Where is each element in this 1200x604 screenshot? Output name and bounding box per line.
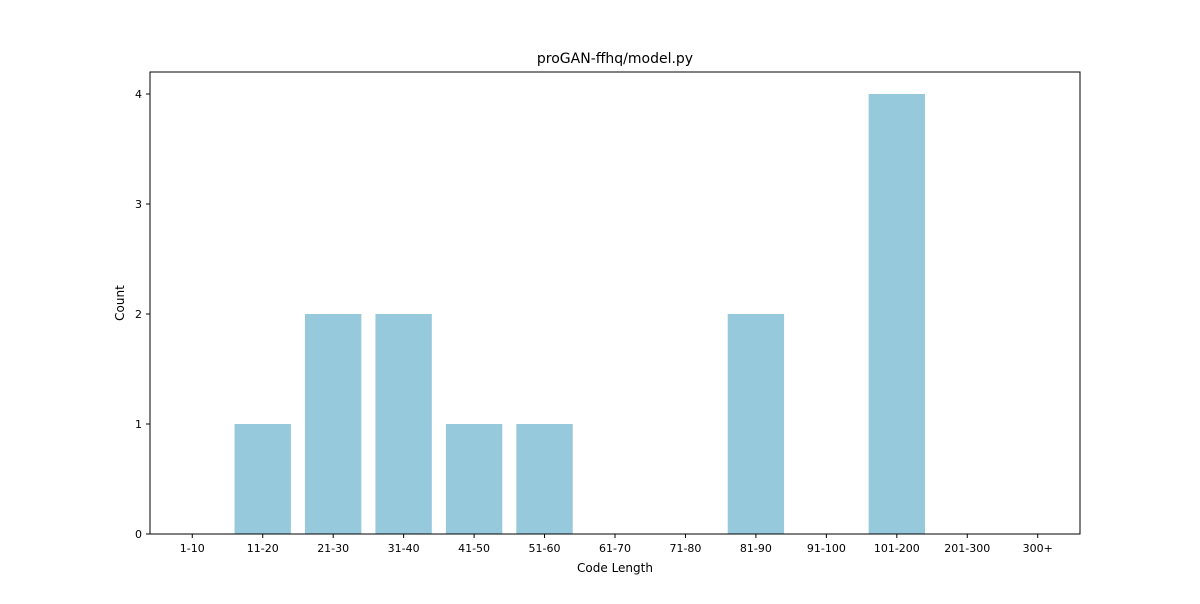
x-tick-label: 51-60 [529,542,561,555]
y-tick-label: 3 [135,198,142,211]
bar-81-90 [727,314,785,534]
plot-area-frame [149,71,1081,535]
x-tick-label: 91-100 [807,542,846,555]
bar-31-40 [375,314,432,534]
x-axis: 1-10 11-20 21-30 31-40 41-50 51-60 61-70 71-80 8… [180,534,1053,555]
x-axis-label: Code Length [577,561,653,575]
y-axis: 0 1 2 3 4 [135,88,150,541]
x-tick-label: 101-200 [874,542,920,555]
x-tick-label: 201-300 [944,542,990,555]
x-tick-label: 11-20 [247,542,279,555]
bar-41-50 [445,424,503,534]
bar-51-60 [516,424,573,534]
bar-101-200 [868,94,925,534]
x-tick-label: 1-10 [180,542,205,555]
chart-title: proGAN-ffhq/model.py [537,51,693,67]
x-tick-label: 31-40 [388,542,420,555]
x-tick-label: 61-70 [599,542,631,555]
y-tick-label: 1 [135,418,142,431]
y-tick-label: 4 [135,88,142,101]
y-tick-label: 2 [135,308,142,321]
bar-11-20 [234,424,291,534]
bar-21-30 [305,314,362,534]
x-tick-label: 21-30 [317,542,349,555]
x-tick-label: 81-90 [740,542,772,555]
y-axis-label: Count [113,285,127,321]
y-tick-label: 0 [135,528,142,541]
x-tick-label: 41-50 [458,542,490,555]
x-tick-label: 71-80 [669,542,701,555]
bars-layer [234,94,925,534]
x-tick-label: 300+ [1023,542,1053,555]
